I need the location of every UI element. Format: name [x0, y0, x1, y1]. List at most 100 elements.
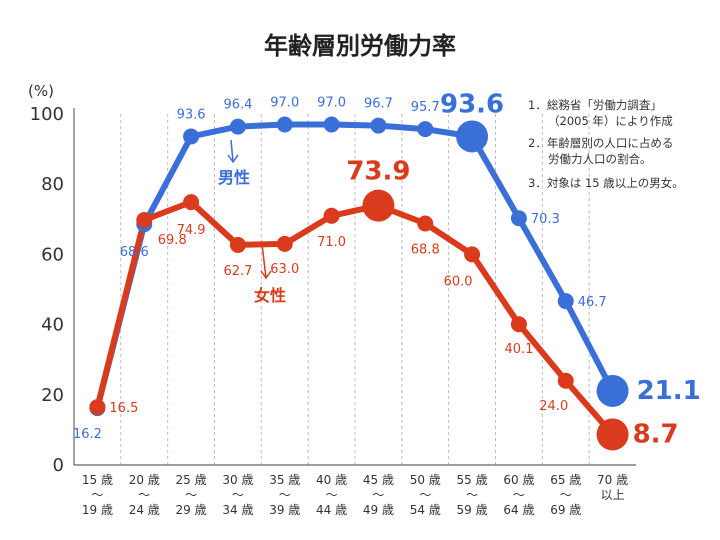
x-tick-label-line: 40 歳	[316, 473, 347, 487]
x-tick-label: 35 歳〜 39 歳	[269, 473, 300, 517]
x-tick-label-line: 〜	[91, 488, 103, 502]
y-tick-labels: 0 20 40 60 80 100	[30, 104, 64, 476]
series-name-label: 男性	[218, 168, 250, 187]
x-tick-label-line: 〜	[466, 488, 478, 502]
x-tick-label: 70 歳以上	[597, 473, 628, 502]
y-tick-label: 100	[30, 104, 64, 125]
data-label: 46.7	[578, 295, 607, 310]
series-pointer-line	[261, 243, 267, 279]
y-tick-label: 20	[41, 385, 64, 406]
data-label: 95.7	[411, 100, 440, 115]
y-axis-unit: (%)	[28, 82, 54, 100]
data-point	[557, 293, 574, 310]
y-tick-label: 40	[41, 315, 64, 336]
chart-notes: 1．総務省「労働力調査」 （2005 年）により作成 2．年齢層別の人口に占める労働…	[528, 98, 684, 190]
data-point	[136, 212, 153, 229]
series-pointer-arrowhead	[260, 270, 272, 280]
x-tick-label: 55 歳〜 59 歳	[457, 473, 488, 517]
note-line: 労働力人口の割合。	[548, 152, 652, 166]
series-line	[94, 199, 616, 438]
series-lines	[94, 121, 616, 438]
x-tick-label-line: 64 歳	[503, 503, 534, 517]
note-line: （2005 年）により作成	[548, 114, 673, 128]
x-tick-label-line: 〜	[279, 488, 291, 502]
x-tick-label-line: 69 歳	[550, 503, 581, 517]
x-tick-label-line: 44 歳	[316, 503, 347, 517]
x-tick-label-line: 〜	[419, 488, 431, 502]
x-tick-label: 20 歳〜 24 歳	[129, 473, 160, 517]
x-tick-label-line: 55 歳	[457, 473, 488, 487]
data-point	[510, 210, 527, 227]
x-tick-label-line: 〜	[185, 488, 197, 502]
x-tick-label-line: 54 歳	[410, 503, 441, 517]
data-label: 74.9	[177, 223, 206, 238]
x-tick-label-line: 59 歳	[457, 503, 488, 517]
x-tick-label-line: 15 歳	[82, 473, 113, 487]
series-name-label: 女性	[254, 286, 286, 305]
data-label: 68.6	[120, 245, 149, 260]
x-tick-label: 60 歳〜 64 歳	[503, 473, 534, 517]
y-tick-label: 60	[41, 244, 64, 265]
x-tick-label-line: 〜	[372, 488, 384, 502]
x-tick-label-line: 25 歳	[176, 473, 207, 487]
data-label: 70.3	[531, 212, 560, 227]
x-tick-label-line: 30 歳	[222, 473, 253, 487]
data-label: 24.0	[539, 399, 568, 414]
x-tick-label-line: 20 歳	[129, 473, 160, 487]
data-point	[229, 118, 246, 135]
data-label: 93.6	[440, 89, 504, 119]
data-point	[557, 372, 574, 389]
data-label: 96.4	[223, 98, 252, 113]
y-tick-label: 80	[41, 174, 64, 195]
x-tick-label: 50 歳〜 54 歳	[410, 473, 441, 517]
x-tick-label-line: 50 歳	[410, 473, 441, 487]
x-tick-label-line: 35 歳	[269, 473, 300, 487]
data-point	[89, 399, 106, 416]
data-point	[596, 374, 629, 407]
x-tick-label-line: 〜	[232, 488, 244, 502]
x-tick-label: 40 歳〜 44 歳	[316, 473, 347, 517]
series-line	[94, 121, 616, 412]
data-point	[417, 215, 434, 232]
data-point	[417, 121, 434, 138]
data-point	[510, 316, 527, 333]
data-point	[276, 116, 293, 133]
data-point	[362, 189, 395, 222]
data-label: 40.1	[504, 342, 533, 357]
series-points	[89, 116, 629, 451]
x-tick-label-line: 〜	[138, 488, 150, 502]
x-tick-label: 65 歳〜 69 歳	[550, 473, 581, 517]
x-tick-label-line: 70 歳	[597, 473, 628, 487]
data-label: 60.0	[444, 274, 473, 289]
data-label: 93.6	[177, 107, 206, 122]
note-line: 2．年齢層別の人口に占める	[528, 136, 673, 150]
chart-title: 年齢層別労働力率	[264, 32, 456, 60]
x-tick-label-line: 〜	[513, 488, 525, 502]
x-tick-label-line: 〜	[326, 488, 338, 502]
x-tick-label: 25 歳〜 29 歳	[176, 473, 207, 517]
y-tick-label: 0	[53, 455, 64, 476]
x-tick-label: 15 歳〜 19 歳	[82, 473, 113, 517]
x-tick-labels: 15 歳〜 19 歳20 歳〜 24 歳25 歳〜 29 歳30 歳〜 34 歳35 歳…	[82, 473, 628, 517]
series-pointer-line	[230, 139, 234, 163]
data-label: 16.5	[109, 401, 138, 416]
data-point	[183, 194, 200, 211]
x-tick-label: 30 歳〜 34 歳	[222, 473, 253, 517]
data-point	[276, 235, 293, 252]
x-tick-label-line: 49 歳	[363, 503, 394, 517]
x-tick-label-line: 〜	[560, 488, 572, 502]
data-label: 73.9	[346, 157, 410, 187]
data-label: 63.0	[270, 262, 299, 277]
data-point	[229, 236, 246, 253]
data-labels: 16.268.693.696.4 97.0 97.0 96.7 95.7 93.670.3…	[73, 89, 701, 449]
x-tick-label-line: 以上	[601, 488, 625, 502]
x-tick-label-line: 65 歳	[550, 473, 581, 487]
data-point	[323, 207, 340, 224]
grid	[120, 114, 590, 465]
data-point	[464, 246, 481, 263]
note-line: 3．対象は 15 歳以上の男女。	[528, 176, 684, 190]
x-tick-label-line: 34 歳	[222, 503, 253, 517]
